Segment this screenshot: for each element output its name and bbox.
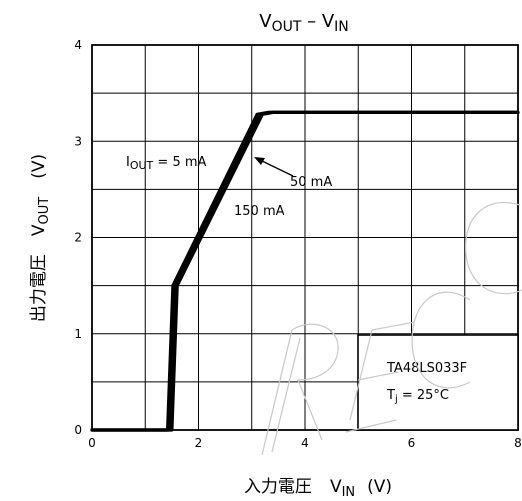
- y-axis-label: 出力電圧 VOUT (V): [29, 154, 52, 322]
- plot-frame: [91, 44, 519, 431]
- y-tick-label: 4: [74, 38, 82, 52]
- chart-title: VOUT – VIN: [259, 11, 349, 35]
- y-tick-label: 1: [74, 327, 82, 341]
- x-label-jp: 入力電圧: [244, 477, 312, 497]
- series-line-3: [90, 110, 520, 432]
- tick-labels: 0 2 4 6 8 0 1 2 3 4: [74, 38, 521, 450]
- info-temp: Tj = 25°C: [386, 388, 449, 405]
- y-tick-label: 0: [74, 423, 82, 437]
- title-out-sub: OUT: [272, 19, 302, 35]
- info-box: [357, 334, 519, 431]
- x-tick-label: 6: [408, 436, 416, 450]
- y-tick-label: 2: [74, 231, 82, 245]
- y-label-jp: 出力電圧: [29, 254, 49, 322]
- x-tick-label: 8: [514, 436, 522, 450]
- y-label-sub: OUT: [37, 197, 52, 225]
- arrow-50ma-line: [259, 159, 294, 177]
- series-group: [90, 110, 520, 432]
- y-label-unit: (V): [29, 154, 49, 179]
- title-in-sub: IN: [334, 19, 349, 35]
- info-part: TA48LS033F: [386, 361, 467, 376]
- label-150ma: 150 mA: [234, 204, 285, 219]
- x-label-v: V: [330, 477, 342, 497]
- info-temp-t: T: [386, 388, 395, 403]
- y-label-v: V: [29, 224, 49, 236]
- label-5ma-val: = 5 mA: [153, 155, 206, 170]
- x-axis-label: 入力電圧 VIN (V): [244, 477, 392, 500]
- info-temp-sub: j: [394, 394, 398, 405]
- y-tick-label: 3: [74, 134, 82, 148]
- label-50ma: 50 mA: [290, 175, 332, 190]
- x-label-sub: IN: [342, 485, 356, 500]
- arrow-50ma-head: [254, 157, 265, 165]
- title-sep: – V: [301, 11, 334, 32]
- grid: [91, 44, 519, 431]
- watermark: [261, 201, 522, 456]
- label-5ma: IOUT = 5 mA: [126, 155, 207, 172]
- x-tick-label: 0: [88, 436, 96, 450]
- title-v: V: [259, 11, 272, 32]
- x-tick-label: 4: [301, 436, 309, 450]
- label-5ma-sub: OUT: [130, 159, 154, 172]
- label-5ma-i: I: [126, 155, 130, 170]
- x-label-unit: (V): [367, 477, 392, 497]
- info-temp-val: = 25°C: [398, 388, 449, 403]
- x-tick-label: 2: [195, 436, 203, 450]
